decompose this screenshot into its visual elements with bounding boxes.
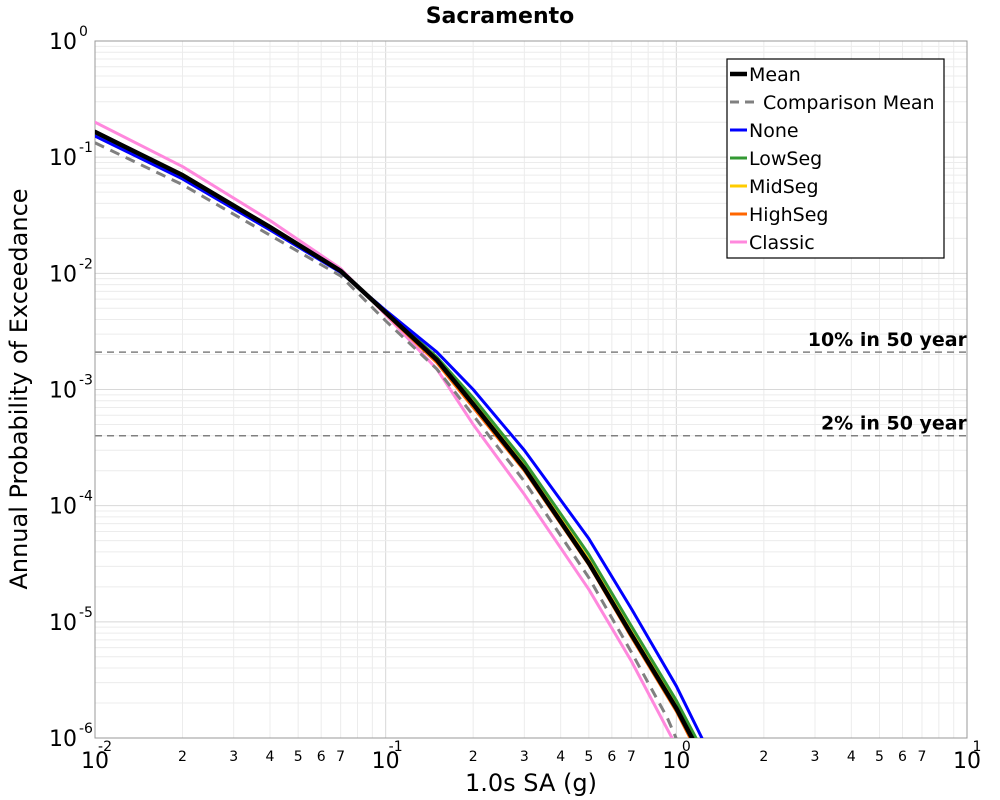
y-tick-label: 10 xyxy=(49,611,77,636)
legend-entry-label: MidSeg xyxy=(749,176,819,198)
x-minor-tick-label: 5 xyxy=(875,749,884,765)
x-minor-tick-label: 3 xyxy=(811,749,820,765)
legend-entry-label: Classic xyxy=(749,232,815,254)
x-minor-tick-label: 2 xyxy=(469,749,478,765)
y-tick-exponent: -1 xyxy=(79,140,93,156)
x-tick-exponent: -2 xyxy=(98,739,112,755)
x-minor-tick-label: 4 xyxy=(556,749,565,765)
x-minor-tick-label: 7 xyxy=(336,749,345,765)
reference-line-label: 2% in 50 year xyxy=(821,413,968,435)
chart-title: Sacramento xyxy=(426,4,575,29)
x-minor-tick-label: 3 xyxy=(520,749,529,765)
y-tick-label: 10 xyxy=(49,30,77,55)
y-tick-label: 10 xyxy=(49,379,77,404)
reference-lines: 10% in 50 year 2% in 50 year xyxy=(95,329,968,437)
x-tick-exponent: 1 xyxy=(973,739,982,755)
x-axis-label: 1.0s SA (g) xyxy=(465,769,597,797)
x-minor-tick-label: 6 xyxy=(898,749,907,765)
y-tick-label: 10 xyxy=(49,146,77,171)
y-tick-exponent: -4 xyxy=(79,489,93,505)
series-line-classic xyxy=(95,120,674,738)
series-line-mean xyxy=(95,129,695,738)
series-lines xyxy=(95,120,704,738)
x-minor-tick-label: 6 xyxy=(607,749,616,765)
plot-area-frame xyxy=(94,40,968,739)
reference-line-label: 10% in 50 year xyxy=(808,329,968,351)
x-minor-tick-label: 6 xyxy=(317,749,326,765)
x-tick-label: 10 xyxy=(953,749,981,774)
series-line-none xyxy=(95,134,704,738)
legend-entry-label: Mean xyxy=(749,64,801,86)
y-tick-exponent: -5 xyxy=(79,605,93,621)
x-minor-tick-label: 2 xyxy=(759,749,768,765)
x-minor-tick-label: 3 xyxy=(229,749,238,765)
y-tick-exponent: -3 xyxy=(79,373,93,389)
legend-entry-label: Comparison Mean xyxy=(763,92,935,114)
y-tick-label: 10 xyxy=(49,262,77,287)
x-minor-tick-label: 4 xyxy=(266,749,275,765)
legend: Mean Comparison Mean None LowSeg MidSeg HighS… xyxy=(726,58,945,259)
x-minor-tick-label: 5 xyxy=(584,749,593,765)
legend-box xyxy=(726,58,945,259)
x-minor-tick-label: 7 xyxy=(918,749,927,765)
y-tick-label: 10 xyxy=(49,495,77,520)
x-tick-label: 10 xyxy=(662,749,690,774)
y-tick-exponent: 0 xyxy=(79,24,88,40)
legend-entry-label: LowSeg xyxy=(749,148,822,170)
x-minor-tick-label: 7 xyxy=(627,749,636,765)
y-axis-label: Annual Probability of Exceedance xyxy=(5,188,33,589)
legend-entry-label: None xyxy=(749,120,799,142)
series-line-comparison-mean xyxy=(95,141,678,738)
x-tick-label: 10 xyxy=(81,749,109,774)
y-tick-exponent: -2 xyxy=(79,256,93,272)
x-minor-tick-label: 2 xyxy=(178,749,187,765)
y-tick-exponent: -6 xyxy=(79,721,93,737)
x-tick-exponent: -1 xyxy=(389,739,403,755)
x-tick-exponent: 0 xyxy=(682,739,691,755)
x-minor-tick-label: 5 xyxy=(294,749,303,765)
x-minor-tick-label: 4 xyxy=(847,749,856,765)
legend-entry-label: HighSeg xyxy=(749,204,828,226)
x-tick-label: 10 xyxy=(372,749,400,774)
y-tick-label: 10 xyxy=(49,727,77,752)
